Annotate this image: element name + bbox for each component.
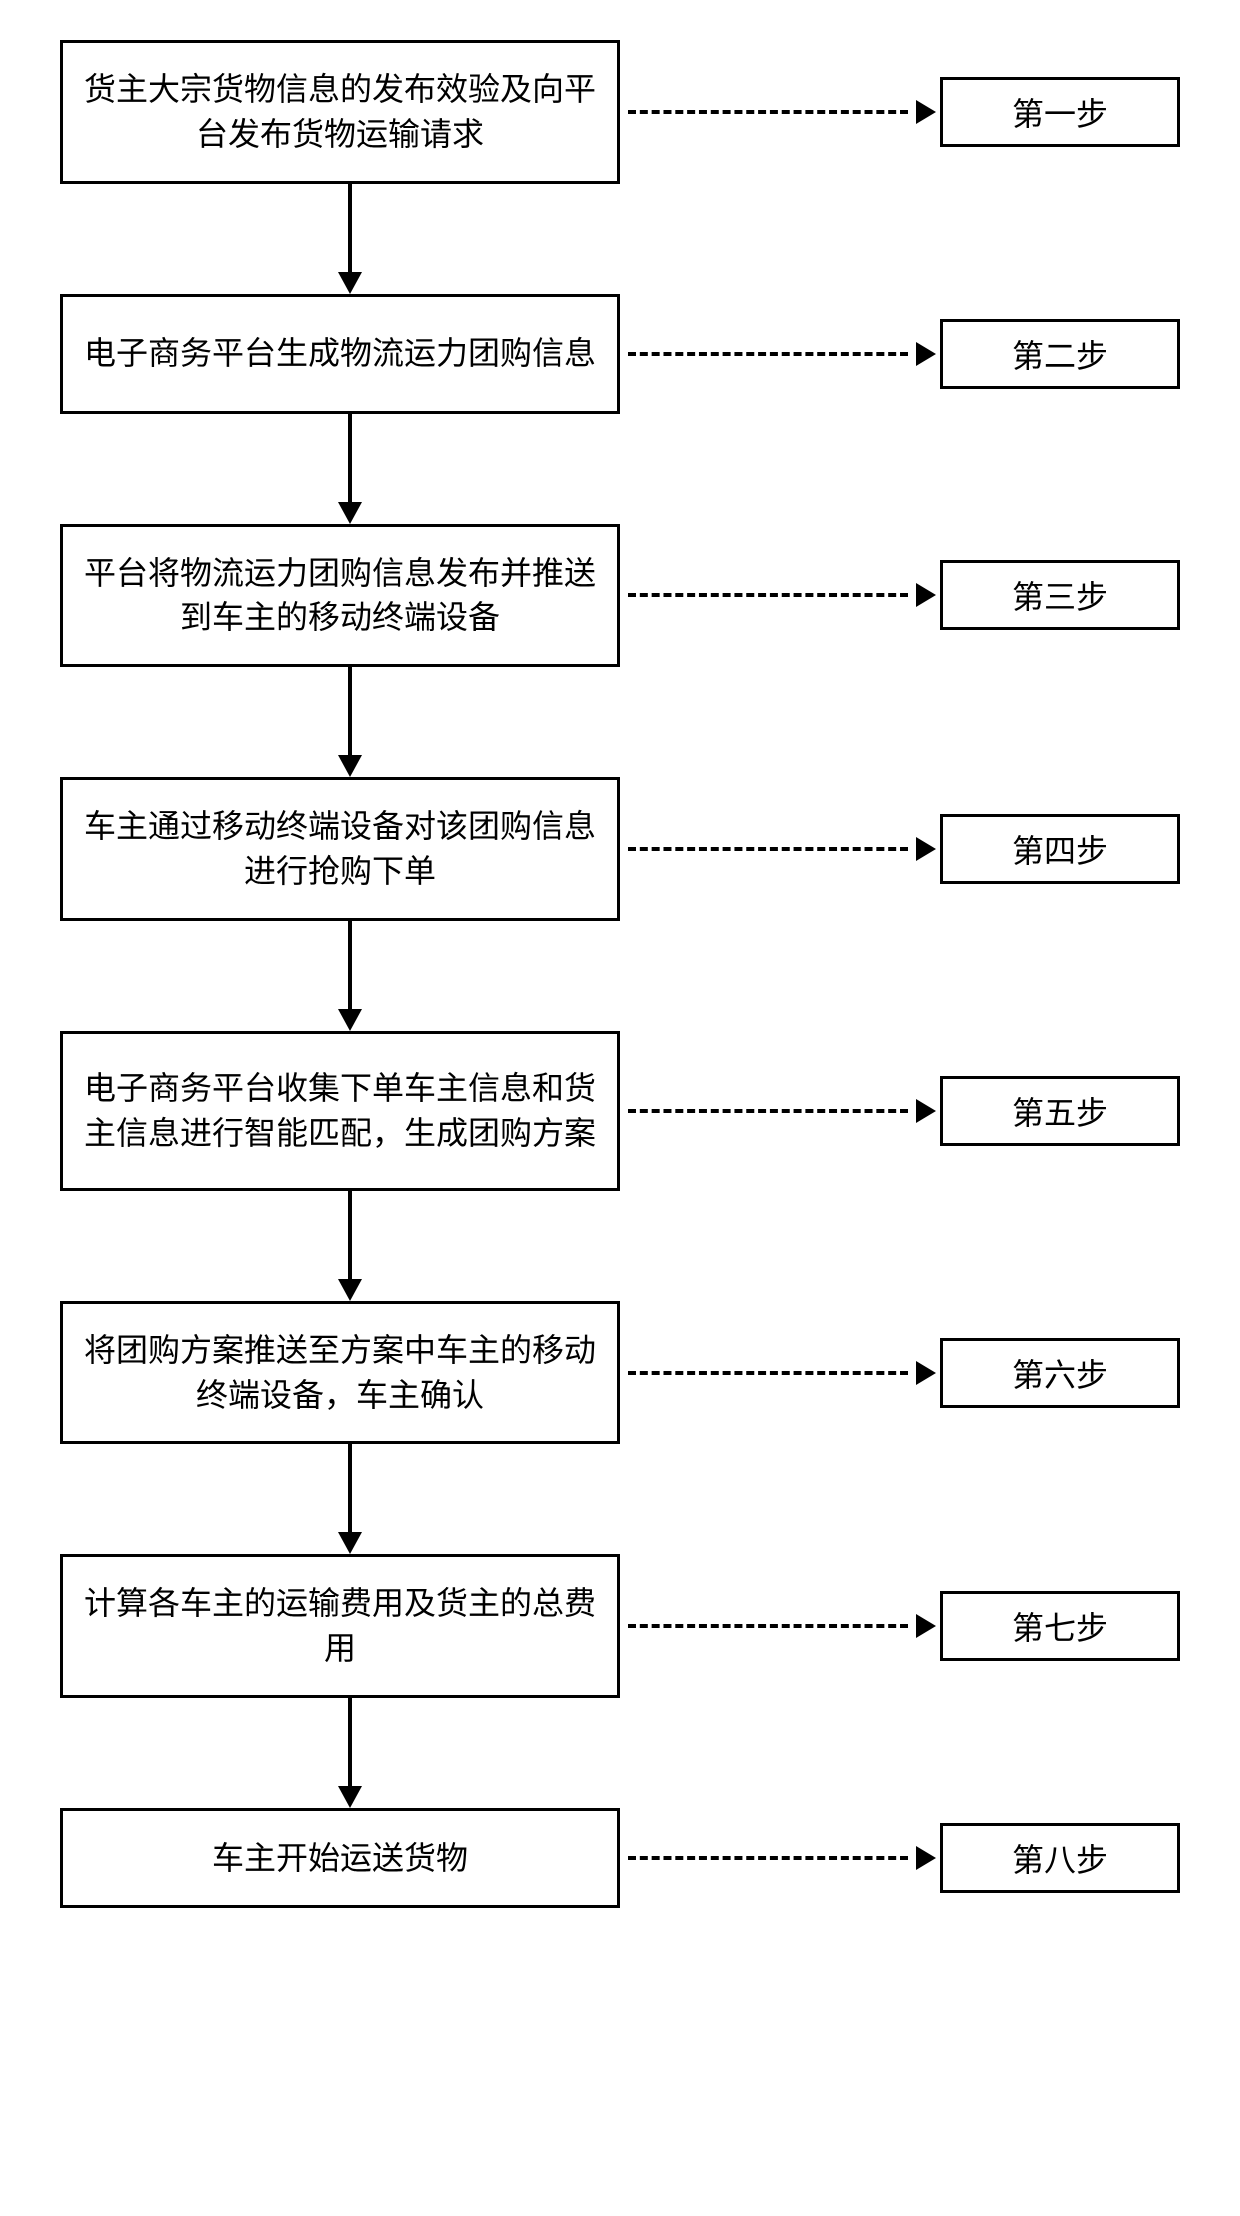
step-label-4: 第四步 [940,814,1180,884]
arrow-line [348,1698,352,1786]
dashed-connector [628,1109,908,1113]
label-text: 第一步 [1012,89,1108,135]
step-text: 货主大宗货物信息的发布效验及向平台发布货物运输请求 [83,67,597,157]
step-row-1: 货主大宗货物信息的发布效验及向平台发布货物运输请求 第一步 [60,40,1180,184]
step-box-6: 将团购方案推送至方案中车主的移动终端设备，车主确认 [60,1301,620,1445]
step-text: 计算各车主的运输费用及货主的总费用 [83,1581,597,1671]
step-label-7: 第七步 [940,1591,1180,1661]
dashed-connector [628,110,908,114]
step-box-4: 车主通过移动终端设备对该团购信息进行抢购下单 [60,777,620,921]
step-text: 车主开始运送货物 [212,1836,468,1881]
vertical-arrow [338,1698,362,1808]
step-row-7: 计算各车主的运输费用及货主的总费用 第七步 [60,1554,1180,1698]
step-label-8: 第八步 [940,1823,1180,1893]
label-text: 第三步 [1012,572,1108,618]
arrow-down-icon [338,272,362,294]
step-row-4: 车主通过移动终端设备对该团购信息进行抢购下单 第四步 [60,777,1180,921]
step-row-3: 平台将物流运力团购信息发布并推送到车主的移动终端设备 第三步 [60,524,1180,668]
dashed-connector [628,593,908,597]
label-text: 第四步 [1012,826,1108,872]
step-row-8: 车主开始运送货物 第八步 [60,1808,1180,1908]
arrow-down-icon [338,502,362,524]
flowchart-container: 货主大宗货物信息的发布效验及向平台发布货物运输请求 第一步 电子商务平台生成物流… [60,40,1180,1908]
step-row-2: 电子商务平台生成物流运力团购信息 第二步 [60,294,1180,414]
step-box-1: 货主大宗货物信息的发布效验及向平台发布货物运输请求 [60,40,620,184]
arrow-line [348,921,352,1009]
arrow-right-icon [916,100,936,124]
arrow-line [348,414,352,502]
label-text: 第五步 [1012,1088,1108,1134]
arrow-down-icon [338,1786,362,1808]
vertical-arrow [338,1444,362,1554]
vertical-arrow [338,184,362,294]
arrow-down-icon [338,755,362,777]
label-text: 第二步 [1012,331,1108,377]
step-box-7: 计算各车主的运输费用及货主的总费用 [60,1554,620,1698]
arrow-line [348,667,352,755]
arrow-right-icon [916,837,936,861]
step-text: 将团购方案推送至方案中车主的移动终端设备，车主确认 [83,1328,597,1418]
step-row-6: 将团购方案推送至方案中车主的移动终端设备，车主确认 第六步 [60,1301,1180,1445]
arrow-right-icon [916,1614,936,1638]
step-box-5: 电子商务平台收集下单车主信息和货主信息进行智能匹配，生成团购方案 [60,1031,620,1191]
step-box-3: 平台将物流运力团购信息发布并推送到车主的移动终端设备 [60,524,620,668]
step-text: 电子商务平台收集下单车主信息和货主信息进行智能匹配，生成团购方案 [83,1066,597,1156]
arrow-down-icon [338,1279,362,1301]
step-text: 电子商务平台生成物流运力团购信息 [84,331,596,376]
label-text: 第六步 [1012,1350,1108,1396]
step-label-6: 第六步 [940,1338,1180,1408]
dashed-connector [628,352,908,356]
arrow-right-icon [916,342,936,366]
step-text: 平台将物流运力团购信息发布并推送到车主的移动终端设备 [83,551,597,641]
vertical-arrow [338,1191,362,1301]
vertical-arrow [338,414,362,524]
vertical-arrow [338,921,362,1031]
arrow-line [348,184,352,272]
step-label-2: 第二步 [940,319,1180,389]
arrow-right-icon [916,1099,936,1123]
arrow-line [348,1444,352,1532]
step-label-3: 第三步 [940,560,1180,630]
dashed-connector [628,1856,908,1860]
vertical-arrow [338,667,362,777]
arrow-line [348,1191,352,1279]
label-text: 第八步 [1012,1835,1108,1881]
step-row-5: 电子商务平台收集下单车主信息和货主信息进行智能匹配，生成团购方案 第五步 [60,1031,1180,1191]
dashed-connector [628,1624,908,1628]
step-box-2: 电子商务平台生成物流运力团购信息 [60,294,620,414]
arrow-right-icon [916,583,936,607]
arrow-right-icon [916,1361,936,1385]
dashed-connector [628,847,908,851]
step-box-8: 车主开始运送货物 [60,1808,620,1908]
arrow-down-icon [338,1009,362,1031]
step-text: 车主通过移动终端设备对该团购信息进行抢购下单 [83,804,597,894]
step-label-5: 第五步 [940,1076,1180,1146]
dashed-connector [628,1371,908,1375]
step-label-1: 第一步 [940,77,1180,147]
label-text: 第七步 [1012,1603,1108,1649]
arrow-right-icon [916,1846,936,1870]
arrow-down-icon [338,1532,362,1554]
